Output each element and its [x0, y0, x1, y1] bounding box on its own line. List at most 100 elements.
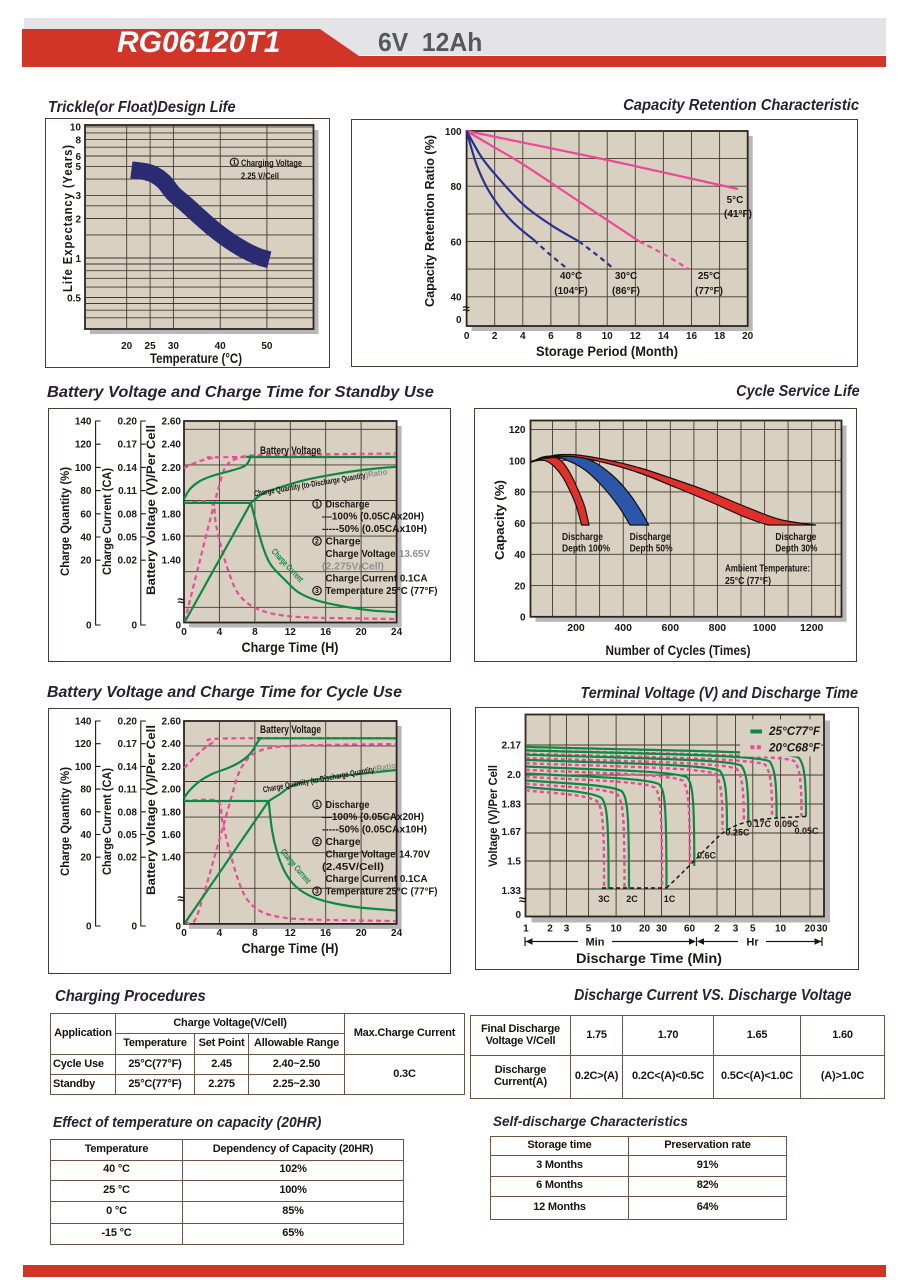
svg-text:0.17C: 0.17C [747, 819, 772, 829]
svg-text:Ambient Temperature:: Ambient Temperature: [725, 563, 810, 575]
svg-text:—100% (0.05CAx20H): —100% (0.05CAx20H) [322, 511, 424, 523]
svg-text:30: 30 [816, 924, 828, 935]
svg-text:14: 14 [658, 331, 670, 342]
svg-text:140: 140 [75, 417, 92, 428]
svg-text:5: 5 [586, 924, 592, 935]
svg-text:Charge Time (H): Charge Time (H) [242, 941, 339, 956]
svg-text:2.60: 2.60 [162, 417, 182, 428]
svg-text:)Ratio: )Ratio [365, 466, 388, 479]
svg-text:Capacity Retention Ratio (%): Capacity Retention Ratio (%) [423, 135, 437, 307]
svg-text:Hr: Hr [746, 937, 759, 949]
svg-text:80: 80 [80, 785, 92, 796]
svg-text:(104°F): (104°F) [554, 286, 587, 297]
svg-text:1C: 1C [664, 894, 676, 904]
svg-text:Charge: Charge [326, 536, 361, 548]
svg-text:0: 0 [86, 922, 92, 933]
svg-text:1200: 1200 [800, 622, 824, 634]
svg-text:0.08: 0.08 [118, 807, 138, 818]
svg-text:0.14: 0.14 [118, 463, 138, 474]
svg-text:Depth 30%: Depth 30% [775, 543, 818, 555]
svg-text:Charge Current (CA): Charge Current (CA) [100, 768, 114, 875]
svg-text:0: 0 [464, 331, 470, 342]
svg-text:1: 1 [523, 924, 529, 935]
svg-text:1: 1 [315, 802, 319, 809]
svg-text:8: 8 [75, 135, 81, 146]
svg-text:≈: ≈ [177, 593, 184, 608]
svg-text:1: 1 [232, 160, 236, 167]
svg-text:3: 3 [564, 924, 570, 935]
svg-text:Life Expectancy (Years): Life Expectancy (Years) [61, 144, 75, 292]
svg-text:Storage Period (Month): Storage Period (Month) [536, 344, 678, 359]
svg-text:Temperature 25°C (77°F): Temperature 25°C (77°F) [326, 886, 438, 898]
svg-text:3: 3 [75, 191, 81, 202]
svg-text:1.60: 1.60 [162, 533, 182, 544]
svg-text:60: 60 [80, 807, 92, 818]
svg-text:(2.45V/Cell): (2.45V/Cell) [322, 861, 384, 873]
svg-text:14.70V: 14.70V [399, 848, 430, 860]
svg-text:Charge Current 0.1CA: Charge Current 0.1CA [326, 873, 428, 885]
svg-text:0: 0 [131, 922, 137, 933]
svg-text:1.40: 1.40 [162, 853, 182, 864]
svg-text:(41°F): (41°F) [724, 209, 752, 220]
svg-text:60: 60 [514, 519, 526, 530]
svg-text:≈: ≈ [463, 301, 470, 316]
svg-text:Number of Cycles (Times): Number of Cycles (Times) [606, 643, 751, 658]
svg-text:Charge: Charge [326, 836, 361, 848]
svg-text:0.25C: 0.25C [725, 828, 750, 838]
svg-text:1.83: 1.83 [502, 800, 522, 811]
svg-text:0: 0 [131, 621, 137, 632]
svg-text:24: 24 [391, 928, 403, 939]
svg-text:0.17: 0.17 [118, 739, 138, 750]
svg-text:0: 0 [456, 315, 462, 326]
svg-text:Temperature 25°C (77°F): Temperature 25°C (77°F) [326, 585, 438, 597]
svg-text:(86°F): (86°F) [612, 286, 640, 297]
svg-text:≈: ≈ [519, 892, 526, 907]
svg-text:1.40: 1.40 [162, 556, 182, 567]
svg-text:0: 0 [515, 910, 521, 921]
svg-text:0.6C: 0.6C [697, 851, 717, 861]
svg-text:0.17: 0.17 [118, 440, 138, 451]
svg-text:4: 4 [217, 627, 223, 638]
svg-text:2.40: 2.40 [162, 440, 182, 451]
svg-text:Charging Voltage: Charging Voltage [241, 158, 302, 169]
svg-text:0: 0 [175, 621, 181, 632]
svg-text:20: 20 [356, 627, 368, 638]
svg-text:)Ratio: )Ratio [373, 760, 396, 774]
svg-text:30°C: 30°C [615, 271, 637, 282]
svg-text:13.65V: 13.65V [399, 548, 430, 560]
svg-text:0: 0 [86, 621, 92, 632]
svg-text:2.17: 2.17 [502, 741, 522, 752]
svg-text:Charge Current (CA): Charge Current (CA) [100, 468, 114, 575]
svg-text:60: 60 [450, 237, 462, 248]
svg-text:600: 600 [662, 622, 680, 634]
svg-text:0.11: 0.11 [118, 785, 137, 796]
svg-text:20: 20 [742, 331, 754, 342]
svg-text:25°C (77°F): 25°C (77°F) [725, 575, 771, 587]
svg-text:1.80: 1.80 [162, 807, 182, 818]
svg-text:16: 16 [686, 331, 698, 342]
svg-text:120: 120 [75, 739, 92, 750]
svg-text:100: 100 [445, 127, 462, 138]
svg-text:1.33: 1.33 [502, 886, 522, 897]
svg-text:24: 24 [391, 627, 403, 638]
svg-text:100: 100 [509, 456, 526, 467]
svg-text:0.11: 0.11 [118, 486, 137, 497]
svg-text:30: 30 [168, 341, 180, 352]
svg-text:2.00: 2.00 [162, 785, 182, 796]
svg-text:25°C77°F: 25°C77°F [768, 726, 821, 738]
svg-text:—100% (0.05CAx20H): —100% (0.05CAx20H) [322, 811, 424, 823]
svg-text:3: 3 [315, 588, 319, 595]
svg-text:20: 20 [80, 853, 92, 864]
svg-text:0.20: 0.20 [118, 717, 138, 728]
svg-text:20: 20 [514, 581, 526, 592]
svg-text:12: 12 [285, 627, 297, 638]
svg-text:0.08: 0.08 [118, 509, 138, 520]
svg-text:Charge Current 0.1CA: Charge Current 0.1CA [326, 573, 428, 585]
svg-text:16: 16 [320, 928, 332, 939]
svg-text:20°C68°F: 20°C68°F [768, 742, 821, 754]
svg-text:0: 0 [520, 613, 526, 624]
svg-text:2.40: 2.40 [162, 739, 182, 750]
svg-text:60: 60 [684, 924, 696, 935]
svg-text:0.05C: 0.05C [794, 826, 819, 836]
svg-text:0: 0 [175, 922, 181, 933]
